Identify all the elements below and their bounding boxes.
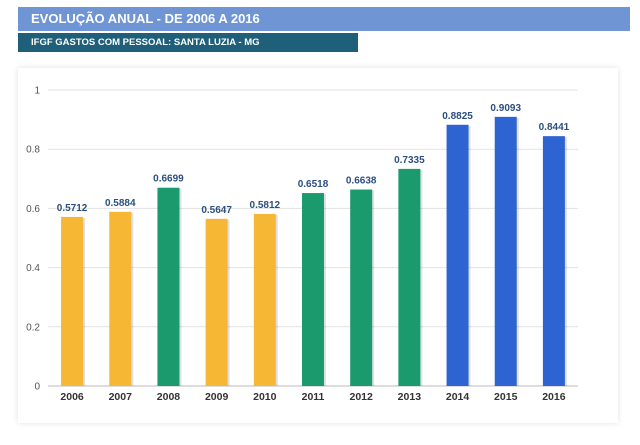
y-tick-label: 0.4 [26,263,40,274]
data-label: 0.8825 [442,111,473,122]
y-tick-label: 0 [34,382,40,393]
x-tick-label: 2015 [494,391,518,403]
bar-2016[interactable] [542,136,565,386]
x-tick-label: 2012 [350,391,374,403]
bar-2012[interactable] [350,189,373,386]
bar-2015[interactable] [494,116,517,386]
bar-2006[interactable] [61,216,84,386]
bar-2009[interactable] [205,218,228,386]
x-tick-label: 2009 [205,391,229,403]
chart-panel: 0 0.2 0.4 0.6 0.8 1 0.5712 0.5884 0.6699 0.5647 0… [18,68,618,423]
bar-2011[interactable] [302,193,324,386]
chart-title: EVOLUÇÃO ANUAL - DE 2006 A 2016 [31,11,260,26]
data-label: 0.8441 [539,122,570,133]
y-tick-label: 0.8 [26,145,40,156]
y-axis-ticks: 0 0.2 0.4 0.6 0.8 1 [26,86,40,393]
x-tick-label: 2011 [302,391,325,403]
chart-subtitle-bar: IFGF GASTOS COM PESSOAL: SANTA LUZIA - M… [18,33,358,52]
data-label: 0.7335 [394,155,425,166]
x-tick-label: 2006 [60,391,84,403]
x-tick-label: 2013 [398,391,422,403]
bar-2014[interactable] [446,124,469,386]
x-tick-label: 2016 [542,391,566,403]
bar-2007[interactable] [109,211,132,386]
data-label: 0.6638 [346,176,377,187]
data-label: 0.5812 [250,200,281,211]
data-label: 0.9093 [490,103,521,114]
y-tick-label: 0.6 [26,204,40,215]
data-label: 0.6518 [298,179,329,190]
data-label: 0.6699 [153,174,184,185]
x-axis-ticks: 2006 2007 2008 2009 2010 2011 2012 2013 2014 2015… [60,391,565,403]
x-tick-label: 2014 [446,391,470,403]
x-tick-label: 2010 [253,391,277,403]
bar-2008[interactable] [157,187,180,386]
data-label: 0.5884 [105,198,136,209]
data-label: 0.5712 [57,203,88,214]
bar-2010[interactable] [253,213,276,386]
bars [61,116,567,386]
x-tick-label: 2007 [109,391,133,403]
y-tick-label: 0.2 [26,322,40,333]
y-tick-label: 1 [34,86,40,97]
chart-subtitle: IFGF GASTOS COM PESSOAL: SANTA LUZIA - M… [31,37,260,48]
bar-2013[interactable] [398,168,421,386]
data-label: 0.5647 [201,205,232,216]
data-labels: 0.5712 0.5884 0.6699 0.5647 0.5812 0.6518 0.66… [57,103,570,216]
chart-title-bar: EVOLUÇÃO ANUAL - DE 2006 A 2016 [18,7,630,31]
x-tick-label: 2008 [157,391,181,403]
